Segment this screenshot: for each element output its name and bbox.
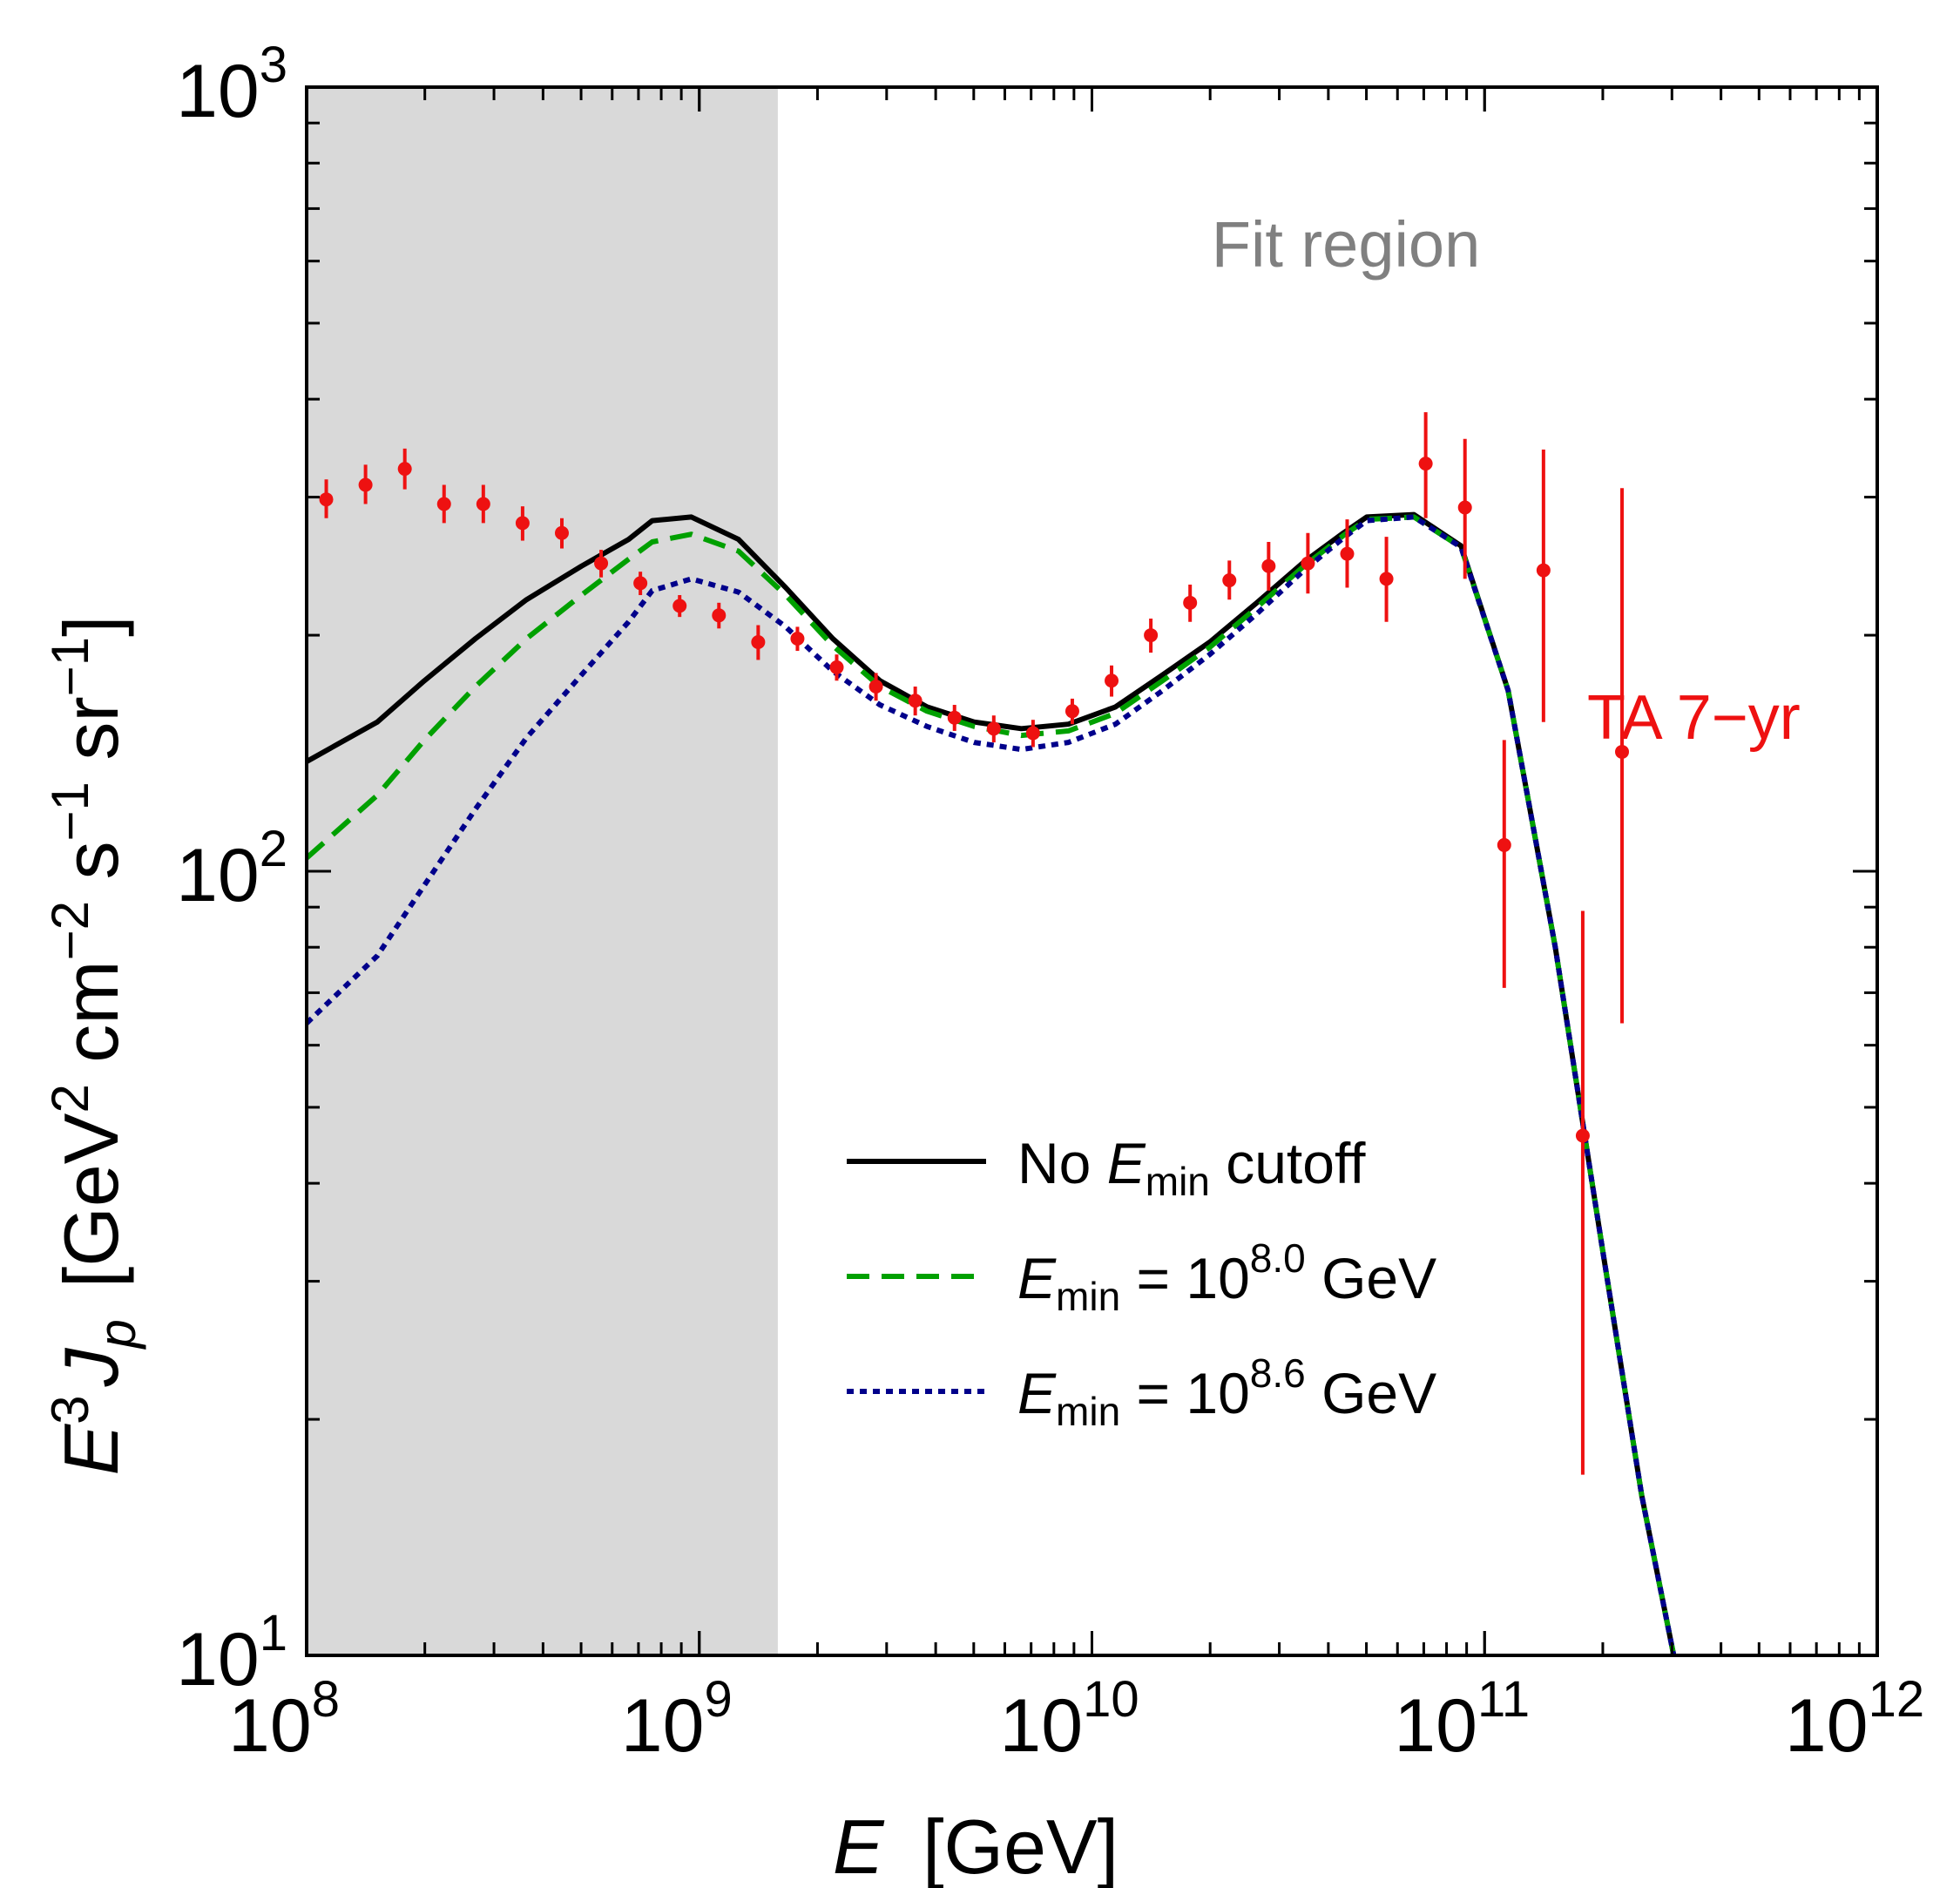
data-point	[476, 497, 490, 511]
data-point	[908, 694, 923, 708]
data-point	[712, 608, 727, 623]
data-point	[672, 599, 687, 613]
data-point	[868, 680, 883, 694]
data-point	[1340, 546, 1355, 561]
data-point	[1379, 572, 1394, 586]
data-point	[751, 634, 766, 649]
x-tick-label: 1010	[999, 1671, 1139, 1768]
legend: No Emin cutoff Emin = 108.0 GeV Emin = 1…	[847, 1131, 1436, 1434]
x-tick-label: 109	[621, 1671, 733, 1768]
data-point	[829, 660, 844, 674]
data-point	[986, 721, 1001, 736]
data-point	[1301, 556, 1315, 571]
data-point	[594, 556, 609, 571]
y-tick-labels: 101 102 103	[176, 37, 287, 1702]
series-layer	[307, 511, 1677, 1655]
data-point	[1497, 837, 1511, 852]
data-point	[554, 525, 569, 540]
data-point	[358, 477, 373, 492]
x-axis-label-unit: [GeV]	[923, 1803, 1119, 1888]
data-point	[1261, 558, 1276, 573]
plot-frame	[305, 85, 1879, 1657]
data-point	[1183, 595, 1198, 610]
data-point	[1064, 704, 1079, 719]
data-point	[1615, 744, 1630, 759]
data-point	[1144, 628, 1159, 643]
data-point	[1105, 673, 1119, 688]
data-point	[319, 492, 334, 507]
data-point	[1025, 726, 1040, 741]
legend-label-no-cutoff: No Emin cutoff	[1017, 1131, 1366, 1204]
data-point	[947, 710, 962, 725]
legend-label-emin-8-6: Emin = 108.6 GeV	[1017, 1350, 1436, 1434]
legend-label-emin-8-0: Emin = 108.0 GeV	[1017, 1235, 1436, 1319]
shaded-region	[307, 87, 778, 1655]
data-point	[397, 462, 412, 477]
series-emin_8.6	[307, 514, 1677, 1655]
data-point	[1575, 1128, 1590, 1143]
data-point	[1222, 573, 1237, 588]
data-point	[633, 576, 648, 591]
x-axis-label-var: E	[833, 1803, 885, 1888]
data-point	[436, 497, 451, 511]
data-point	[1536, 563, 1551, 578]
y-axis-label: E3Jp[GeV2 cm−2 s−1 sr−1]	[41, 615, 146, 1475]
y-tick-label: 101	[176, 1605, 287, 1702]
data-point	[790, 632, 805, 646]
data-points-layer	[319, 412, 1630, 1475]
x-tick-label: 1011	[1394, 1671, 1530, 1768]
x-tick-labels: 108 109 1010 1011 1012	[228, 1671, 1924, 1768]
data-point	[515, 516, 530, 531]
x-tick-label: 1012	[1785, 1671, 1924, 1768]
y-tick-label: 102	[176, 821, 287, 917]
data-point	[1418, 457, 1433, 471]
fit-region-label: Fit region	[1212, 208, 1480, 281]
y-tick-label: 103	[176, 37, 287, 133]
x-tick-label: 108	[228, 1671, 340, 1768]
data-point	[1457, 500, 1472, 515]
ta-7yr-label: TA 7−yr	[1587, 683, 1801, 753]
x-axis-label: E [GeV]	[833, 1803, 1119, 1888]
